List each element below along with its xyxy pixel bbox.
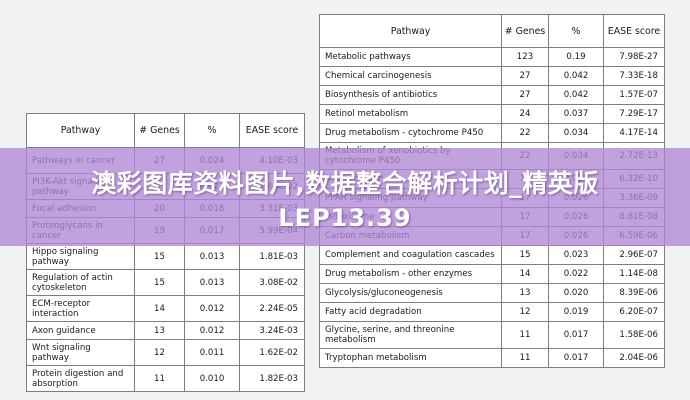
genes-cell: 12: [501, 302, 549, 322]
percent-cell: 0.013: [184, 269, 240, 296]
genes-cell: 13: [134, 321, 185, 340]
percent-cell: 0.011: [184, 339, 240, 366]
pathway-cell: Fatty acid degradation: [319, 302, 502, 322]
pathway-cell: Complement and coagulation cascades: [319, 245, 502, 265]
overlay-banner: 澳彩图库资料图片,数据整合解析计划_精英版 LEP13.39: [0, 148, 690, 246]
table-row: Regulation of actin cytoskeleton 15 0.013 3…: [26, 269, 305, 296]
percent-cell: 0.19: [548, 47, 604, 67]
genes-cell: 27: [501, 85, 549, 105]
column-header-genes: # Genes: [134, 113, 185, 148]
ease-score-cell: 1.82E-03: [239, 365, 305, 392]
genes-cell: 11: [134, 365, 185, 392]
table-row: Protein digestion and absorption 11 0.010 1…: [26, 365, 305, 392]
percent-cell: 0.017: [548, 321, 604, 349]
ease-score-cell: 6.20E-07: [603, 302, 665, 322]
table-row: Retinol metabolism 24 0.037 7.29E-17: [319, 104, 665, 124]
percent-cell: 0.012: [184, 295, 240, 322]
table-row: Glycine, serine, and threonine metabolis…: [319, 321, 665, 349]
table-row: Drug metabolism - cytochrome P450 22 0.034…: [319, 123, 665, 143]
ease-score-cell: 3.08E-02: [239, 269, 305, 296]
genes-cell: 27: [501, 66, 549, 86]
percent-cell: 0.042: [548, 85, 604, 105]
table-row: Wnt signaling pathway 12 0.011 1.62E-02: [26, 339, 305, 366]
percent-cell: 0.019: [548, 302, 604, 322]
ease-score-cell: 1.14E-08: [603, 264, 665, 284]
pathway-cell: Chemical carcinogenesis: [319, 66, 502, 86]
column-header-percent: %: [548, 14, 604, 48]
table-row: Hippo signaling pathway 15 0.013 1.81E-03: [26, 243, 305, 270]
banner-subtitle: LEP13.39: [278, 204, 412, 232]
genes-cell: 123: [501, 47, 549, 67]
percent-cell: 0.023: [548, 245, 604, 265]
percent-cell: 0.037: [548, 104, 604, 124]
ease-score-cell: 7.29E-17: [603, 104, 665, 124]
genes-cell: 11: [501, 348, 549, 368]
table-row: Glycolysis/gluconeogenesis 13 0.020 8.39E-0…: [319, 283, 665, 303]
pathway-cell: Tryptophan metabolism: [319, 348, 502, 368]
genes-cell: 13: [501, 283, 549, 303]
table-row: Metabolic pathways 123 0.19 7.98E-27: [319, 47, 665, 67]
pathway-cell: Metabolic pathways: [319, 47, 502, 67]
table-header-row: Pathway # Genes % EASE score: [26, 113, 305, 148]
banner-title: 澳彩图库资料图片,数据整合解析计划_精英版: [91, 169, 599, 198]
percent-cell: 0.013: [184, 243, 240, 270]
pathway-cell: Glycine, serine, and threonine metabolis…: [319, 321, 502, 349]
genes-cell: 15: [501, 245, 549, 265]
percent-cell: 0.012: [184, 321, 240, 340]
percent-cell: 0.020: [548, 283, 604, 303]
column-header-pathway: Pathway: [26, 113, 135, 148]
table-row: ECM-receptor interaction 14 0.012 2.24E-05: [26, 295, 305, 322]
column-header-ease-score: EASE score: [239, 113, 305, 148]
table-row: Biosynthesis of antibiotics 27 0.042 1.57E-…: [319, 85, 665, 105]
pathway-cell: Glycolysis/gluconeogenesis: [319, 283, 502, 303]
table-row: Fatty acid degradation 12 0.019 6.20E-07: [319, 302, 665, 322]
genes-cell: 14: [501, 264, 549, 284]
ease-score-cell: 1.62E-02: [239, 339, 305, 366]
ease-score-cell: 3.24E-03: [239, 321, 305, 340]
ease-score-cell: 2.04E-06: [603, 348, 665, 368]
percent-cell: 0.034: [548, 123, 604, 143]
column-header-pathway: Pathway: [319, 14, 502, 48]
genes-cell: 14: [134, 295, 185, 322]
genes-cell: 11: [501, 321, 549, 349]
genes-cell: 24: [501, 104, 549, 124]
pathway-cell: Drug metabolism - other enzymes: [319, 264, 502, 284]
pathway-cell: Retinol metabolism: [319, 104, 502, 124]
pathway-cell: ECM-receptor interaction: [26, 295, 135, 322]
percent-cell: 0.022: [548, 264, 604, 284]
ease-score-cell: 7.33E-18: [603, 66, 665, 86]
table-row: Tryptophan metabolism 11 0.017 2.04E-06: [319, 348, 665, 368]
column-header-ease-score: EASE score: [603, 14, 665, 48]
pathway-cell: Drug metabolism - cytochrome P450: [319, 123, 502, 143]
ease-score-cell: 7.98E-27: [603, 47, 665, 67]
ease-score-cell: 8.39E-06: [603, 283, 665, 303]
genes-cell: 22: [501, 123, 549, 143]
table-header-row: Pathway # Genes % EASE score: [319, 14, 665, 48]
percent-cell: 0.042: [548, 66, 604, 86]
ease-score-cell: 1.57E-07: [603, 85, 665, 105]
ease-score-cell: 1.58E-06: [603, 321, 665, 349]
ease-score-cell: 2.24E-05: [239, 295, 305, 322]
table-row: Drug metabolism - other enzymes 14 0.022 1.…: [319, 264, 665, 284]
table-row: Axon guidance 13 0.012 3.24E-03: [26, 321, 305, 340]
ease-score-cell: 2.96E-07: [603, 245, 665, 265]
ease-score-cell: 4.17E-14: [603, 123, 665, 143]
table-row: Chemical carcinogenesis 27 0.042 7.33E-18: [319, 66, 665, 86]
genes-cell: 15: [134, 269, 185, 296]
pathway-cell: Biosynthesis of antibiotics: [319, 85, 502, 105]
genes-cell: 12: [134, 339, 185, 366]
genes-cell: 15: [134, 243, 185, 270]
percent-cell: 0.017: [548, 348, 604, 368]
column-header-genes: # Genes: [501, 14, 549, 48]
pathway-cell: Protein digestion and absorption: [26, 365, 135, 392]
pathway-cell: Axon guidance: [26, 321, 135, 340]
pathway-cell: Regulation of actin cytoskeleton: [26, 269, 135, 296]
column-header-percent: %: [184, 113, 240, 148]
pathway-cell: Wnt signaling pathway: [26, 339, 135, 366]
pathway-cell: Hippo signaling pathway: [26, 243, 135, 270]
table-row: Complement and coagulation cascades 15 0.0…: [319, 245, 665, 265]
percent-cell: 0.010: [184, 365, 240, 392]
ease-score-cell: 1.81E-03: [239, 243, 305, 270]
